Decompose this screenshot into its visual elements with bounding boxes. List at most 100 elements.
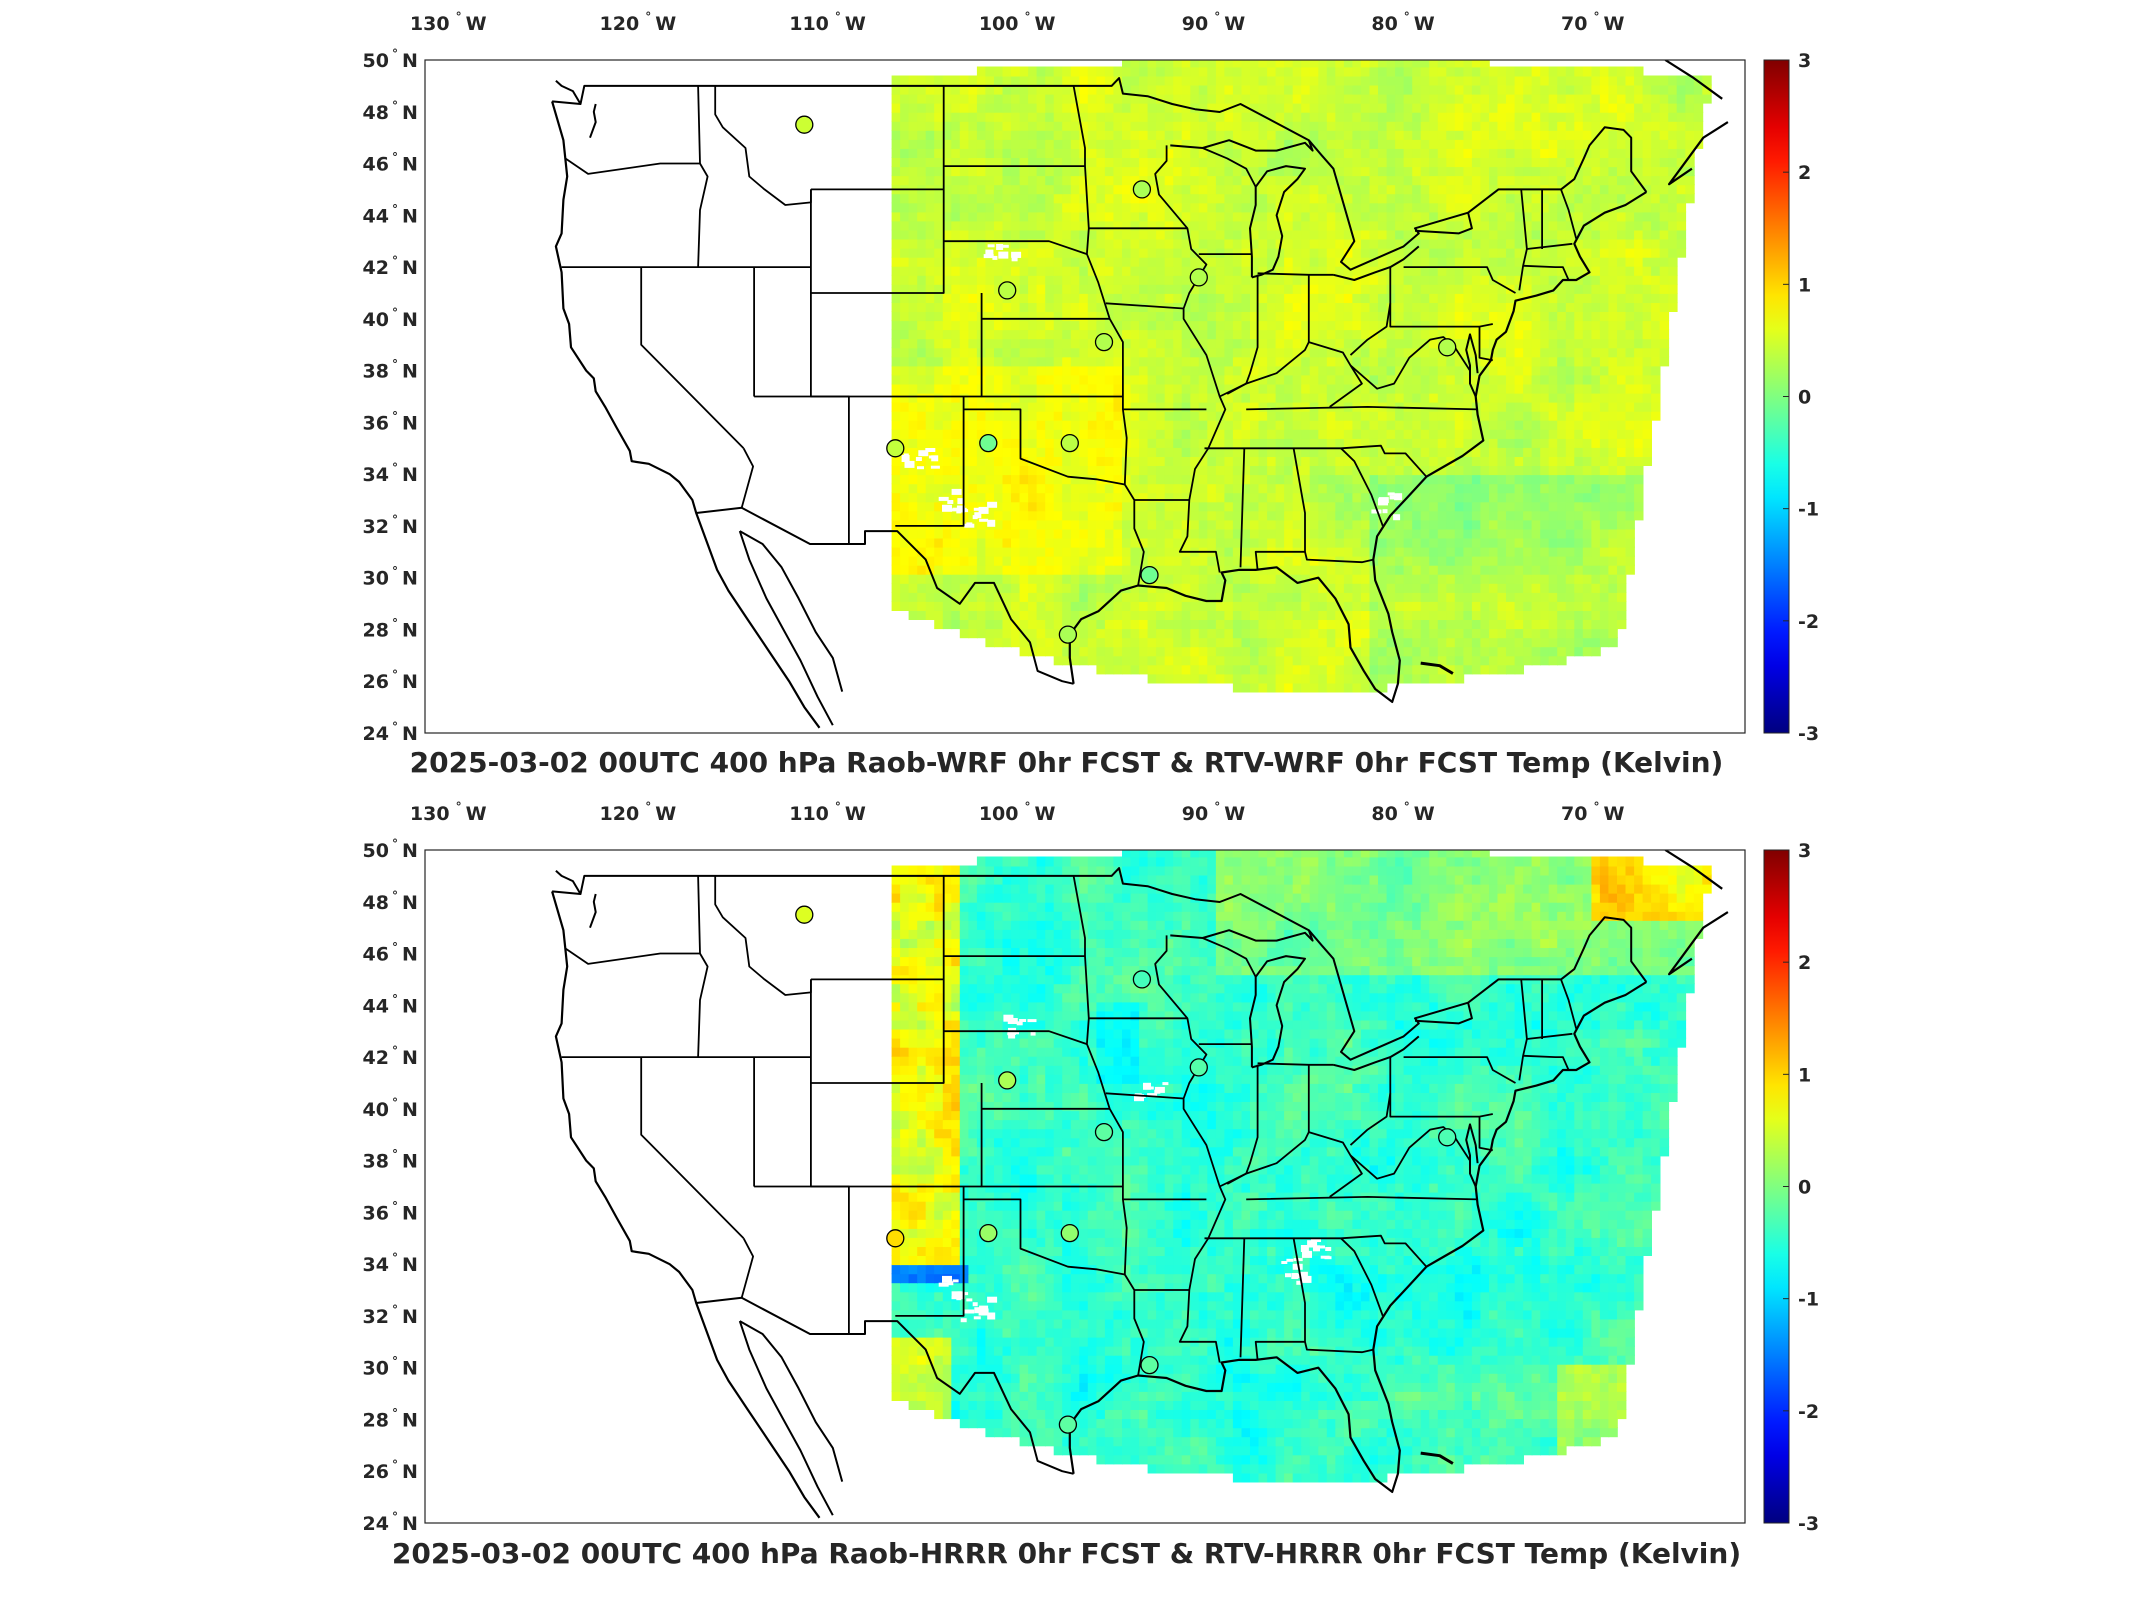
field-cell: [1147, 492, 1157, 503]
field-cell: [1540, 610, 1550, 620]
field-cell: [1352, 537, 1362, 548]
field-cell: [1104, 256, 1115, 267]
field-cell: [959, 302, 970, 312]
field-cell: [1540, 383, 1550, 394]
field-cell: [1198, 510, 1209, 521]
field-cell: [1489, 655, 1499, 666]
field-cell: [1215, 601, 1226, 611]
field-cell: [1079, 637, 1089, 648]
field-cell: [1454, 410, 1465, 421]
field-cell: [1309, 437, 1320, 448]
field-cell: [1139, 320, 1149, 331]
field-cell: [1557, 229, 1567, 240]
field-cell: [976, 492, 987, 503]
field-cell: [1565, 247, 1576, 258]
field-cell: [1070, 238, 1081, 249]
field-cell: [1506, 437, 1516, 448]
field-cell: [1446, 329, 1456, 340]
field-cell: [1207, 202, 1217, 213]
field-cell: [1309, 528, 1320, 539]
field-cell: [1284, 283, 1294, 294]
field-cell: [1284, 175, 1294, 186]
field-cell: [917, 537, 927, 548]
field-cell: [1122, 610, 1132, 620]
field-cell: [1523, 646, 1533, 657]
field-cell: [1164, 419, 1175, 430]
field-cell: [1292, 655, 1303, 666]
field-cell: [1122, 492, 1132, 503]
field-cell: [1011, 293, 1021, 303]
field-cell: [1309, 474, 1320, 485]
field-cell: [1454, 274, 1465, 285]
field-cell: [1258, 537, 1268, 548]
field-cell: [1463, 229, 1473, 240]
field-cell: [1284, 274, 1294, 285]
field-cell: [1489, 302, 1499, 312]
field-cell: [1489, 646, 1499, 657]
field-cell: [1011, 501, 1021, 512]
field-cell: [1514, 646, 1524, 657]
field-cell: [1454, 419, 1465, 430]
field-cell: [1028, 519, 1038, 530]
rtv-field-wrf: [891, 60, 1712, 693]
field-cell: [1395, 637, 1405, 648]
field-cell: [891, 410, 901, 421]
field-cell: [1463, 311, 1473, 322]
field-cell: [976, 456, 987, 466]
field-cell: [1352, 519, 1362, 530]
field-cell: [925, 347, 936, 358]
field-cell: [1625, 519, 1635, 530]
field-cell: [1053, 329, 1064, 340]
field-cell: [1335, 175, 1345, 186]
field-cell: [925, 338, 936, 349]
field-cell: [1241, 637, 1251, 648]
field-cell: [1548, 274, 1559, 285]
field-cell: [1642, 265, 1652, 276]
field-cell: [1284, 202, 1294, 213]
field-cell: [1403, 229, 1413, 240]
field-cell: [1599, 329, 1610, 340]
field-cell: [1028, 564, 1038, 575]
field-cell: [1463, 474, 1473, 485]
field-cell: [1224, 619, 1234, 630]
field-cell: [1036, 256, 1046, 267]
field-cell: [908, 610, 918, 620]
field-cell: [1531, 637, 1541, 648]
field-cell: [1617, 528, 1627, 539]
field-cell: [959, 175, 970, 186]
field-cell: [1198, 374, 1209, 385]
field-cell: [1412, 302, 1422, 312]
field-cell: [951, 256, 961, 267]
field-cell: [1599, 365, 1610, 376]
field-cell: [1028, 193, 1038, 204]
field-cell: [1096, 646, 1106, 657]
field-cell: [1514, 401, 1524, 412]
field-cell: [1301, 229, 1311, 240]
field-cell: [1267, 338, 1277, 349]
field-cell: [1557, 628, 1567, 639]
field-cell: [1181, 274, 1192, 285]
field-cell: [1523, 537, 1533, 548]
field-cell: [1395, 265, 1405, 276]
field-cell: [1574, 283, 1584, 294]
field-cell: [1642, 456, 1652, 466]
field-cell: [1548, 437, 1559, 448]
field-cell: [1634, 465, 1644, 476]
field-cell: [1258, 519, 1268, 530]
field-cell: [1070, 501, 1081, 512]
field-cell: [1574, 501, 1584, 512]
field-cell: [1164, 483, 1175, 494]
field-cell: [1036, 157, 1046, 168]
field-cell: [1053, 619, 1064, 630]
field-cell: [1232, 419, 1243, 430]
field-cell: [1582, 428, 1593, 439]
field-cell: [1215, 238, 1226, 249]
field-cell: [1506, 238, 1516, 249]
field-cell: [1301, 283, 1311, 294]
field-cell: [1062, 447, 1072, 457]
field-cell: [1548, 338, 1559, 349]
field-cell: [1497, 655, 1507, 666]
field-cell: [1446, 555, 1456, 566]
field-cell: [1232, 211, 1243, 222]
field-cell: [942, 238, 953, 249]
